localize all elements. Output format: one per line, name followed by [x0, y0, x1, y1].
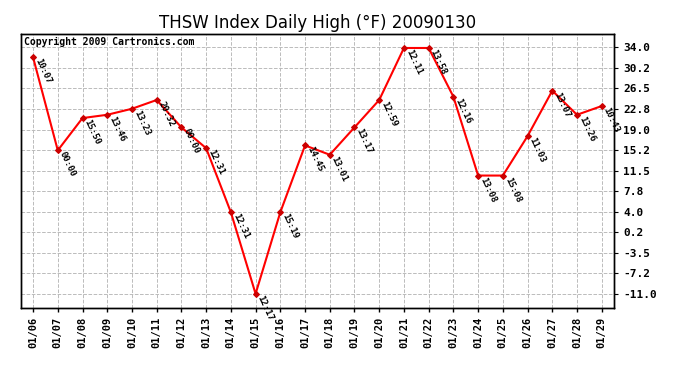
Point [250, 291, 261, 297]
Point [324, 152, 335, 158]
Text: 13:26: 13:26 [577, 115, 597, 143]
Point [546, 88, 558, 94]
Point [423, 45, 434, 51]
Point [299, 142, 310, 148]
Text: Copyright 2009 Cartronics.com: Copyright 2009 Cartronics.com [23, 36, 194, 46]
Text: 13:46: 13:46 [107, 115, 127, 143]
Point [398, 45, 409, 51]
Text: 10:43: 10:43 [602, 106, 621, 134]
Point [349, 124, 360, 130]
Point [448, 94, 459, 100]
Text: 12:16: 12:16 [453, 97, 473, 125]
Text: 13:58: 13:58 [428, 48, 448, 76]
Point [126, 106, 137, 112]
Title: THSW Index Daily High (°F) 20090130: THSW Index Daily High (°F) 20090130 [159, 14, 476, 32]
Point [497, 172, 509, 178]
Text: 12:59: 12:59 [380, 100, 399, 128]
Text: 10:07: 10:07 [33, 57, 52, 86]
Point [101, 112, 112, 118]
Point [176, 124, 187, 130]
Point [522, 133, 533, 139]
Text: 15:50: 15:50 [83, 118, 102, 146]
Text: 12:11: 12:11 [404, 48, 424, 76]
Text: 15:08: 15:08 [503, 176, 522, 204]
Point [226, 209, 237, 215]
Point [77, 115, 88, 121]
Point [151, 97, 162, 103]
Text: 12:31: 12:31 [206, 148, 226, 176]
Point [374, 97, 385, 103]
Text: 12:17: 12:17 [255, 294, 275, 322]
Point [275, 209, 286, 215]
Text: 13:23: 13:23 [132, 109, 152, 137]
Point [596, 103, 607, 109]
Point [52, 147, 63, 153]
Text: 11:03: 11:03 [528, 136, 547, 164]
Text: 15:19: 15:19 [280, 212, 300, 240]
Text: 13:17: 13:17 [355, 128, 374, 156]
Point [571, 112, 582, 118]
Text: 00:00: 00:00 [58, 150, 77, 178]
Text: 00:00: 00:00 [181, 128, 201, 156]
Point [28, 54, 39, 60]
Text: 13:07: 13:07 [552, 91, 572, 119]
Point [473, 172, 484, 178]
Point [201, 145, 212, 151]
Text: 20:32: 20:32 [157, 100, 176, 128]
Text: 14:45: 14:45 [305, 146, 324, 174]
Text: 13:01: 13:01 [330, 155, 349, 183]
Text: 13:08: 13:08 [478, 176, 497, 204]
Text: 12:31: 12:31 [231, 212, 250, 240]
